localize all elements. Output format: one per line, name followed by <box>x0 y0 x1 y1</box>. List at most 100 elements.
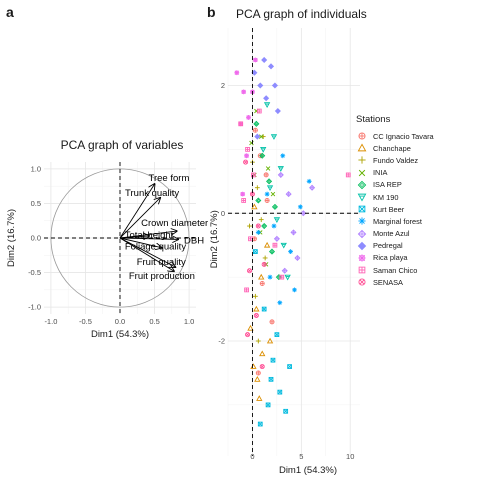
legend-key-shape <box>357 229 367 238</box>
legend-label: Pedregal <box>373 241 403 251</box>
data-point <box>255 230 261 235</box>
data-point <box>245 147 250 152</box>
legend-items: CC Ignacio Tavara Chanchape Fundo Valdez IN… <box>356 130 480 288</box>
data-point <box>251 203 258 210</box>
data-point <box>240 191 246 197</box>
data-point <box>272 242 278 248</box>
data-point <box>277 300 283 306</box>
data-point <box>283 408 289 414</box>
variable-label: Foliage quality <box>125 242 187 253</box>
data-point <box>254 185 260 191</box>
pca-variables-plot: Tree form Trunk quality Crown diameterTota… <box>6 138 208 340</box>
legend-key-icon <box>357 229 367 238</box>
legend-key-shape <box>358 217 366 226</box>
variable-arrow <box>119 237 161 248</box>
pca-individuals-plot: 0 5 10 -2 0 2 PCA graph of individuals Dim1 (54… <box>209 7 367 476</box>
data-point <box>247 223 252 229</box>
data-point <box>265 166 271 171</box>
correlation-circle <box>50 168 190 308</box>
data-point <box>269 319 275 325</box>
variable-arrow <box>119 236 149 238</box>
data-point <box>255 370 261 376</box>
data-point <box>264 197 270 203</box>
data-point <box>266 337 274 344</box>
legend-key-icon <box>357 241 367 251</box>
data-point <box>271 203 278 210</box>
chart-title: PCA graph of variables <box>61 138 184 152</box>
legend-label: SENASA <box>373 277 403 287</box>
data-point <box>263 95 270 102</box>
data-point <box>287 364 292 369</box>
y-tick-label: 1.0 <box>31 164 41 173</box>
legend-label: Fundo Valdez <box>373 155 419 165</box>
data-point <box>290 229 297 236</box>
data-point <box>268 376 274 382</box>
data-point <box>261 222 268 230</box>
legend-key-icon <box>358 217 366 226</box>
data-point <box>306 178 312 184</box>
y-axis-label: Dim2 (16.7%) <box>209 210 220 268</box>
data-point <box>259 281 265 287</box>
data-point <box>268 248 276 255</box>
legend-item: KM 190 <box>356 191 480 203</box>
data-point <box>284 274 291 281</box>
variable-label: Total height <box>125 230 174 241</box>
legend: Stations CC Ignacio Tavara Chanchape Fundo… <box>356 114 480 288</box>
data-point <box>252 57 258 63</box>
legend-key-shape <box>358 156 366 165</box>
legend-item: Marginal forest <box>356 215 480 227</box>
data-point <box>288 249 293 254</box>
data-point <box>263 241 271 248</box>
data-point <box>277 166 284 172</box>
variable-label: DBH <box>184 235 204 246</box>
data-point <box>251 172 256 178</box>
plot-area <box>228 28 360 456</box>
data-point <box>253 120 260 127</box>
data-point <box>267 63 275 70</box>
x-tick-label: 0.0 <box>115 317 125 326</box>
y-tick-label: 0 <box>221 209 225 218</box>
data-point <box>280 153 286 159</box>
data-point <box>264 191 270 197</box>
data-point <box>244 287 249 293</box>
variable-arrow <box>119 184 155 239</box>
variable-arrow <box>119 198 160 239</box>
data-point <box>270 357 276 363</box>
data-point <box>255 338 261 344</box>
data-point <box>256 395 263 401</box>
data-point <box>246 115 251 120</box>
legend-label: CC Ignacio Tavara <box>373 131 434 141</box>
x-axis-label: Dim1 (54.3%) <box>279 465 337 476</box>
legend-item: Pedregal <box>356 240 480 252</box>
variable-arrow <box>119 238 178 239</box>
legend-label: ISA REP <box>373 180 402 190</box>
legend-item: Fundo Valdez <box>356 154 480 166</box>
data-point <box>270 134 278 140</box>
data-point <box>297 204 303 210</box>
data-point <box>254 376 261 382</box>
data-point <box>251 236 257 242</box>
y-tick-label: 2 <box>221 81 225 90</box>
legend-label: Saman Chico <box>373 265 418 275</box>
variable-label: Crown diameter <box>141 218 208 229</box>
x-tick-label: 0 <box>250 452 254 461</box>
data-point <box>256 108 262 114</box>
data-point <box>253 305 260 312</box>
legend-item: SENASA <box>356 276 480 288</box>
legend-item: INIA <box>356 167 480 179</box>
data-point <box>274 108 281 115</box>
variable-arrow <box>119 237 175 267</box>
legend-item: Chanchape <box>356 142 480 154</box>
chart-title: PCA graph of individuals <box>236 7 367 21</box>
x-tick-label: -1.0 <box>44 317 57 326</box>
data-point <box>257 421 263 427</box>
data-point <box>253 312 259 318</box>
data-point <box>234 70 240 76</box>
legend-item: Saman Chico <box>356 264 480 276</box>
data-point <box>285 191 292 198</box>
legend-key-shape <box>358 254 366 262</box>
legend-label: INIA <box>373 168 388 178</box>
legend-label: Monte Azul <box>373 229 410 239</box>
legend-item: Kurt Beer <box>356 203 480 215</box>
